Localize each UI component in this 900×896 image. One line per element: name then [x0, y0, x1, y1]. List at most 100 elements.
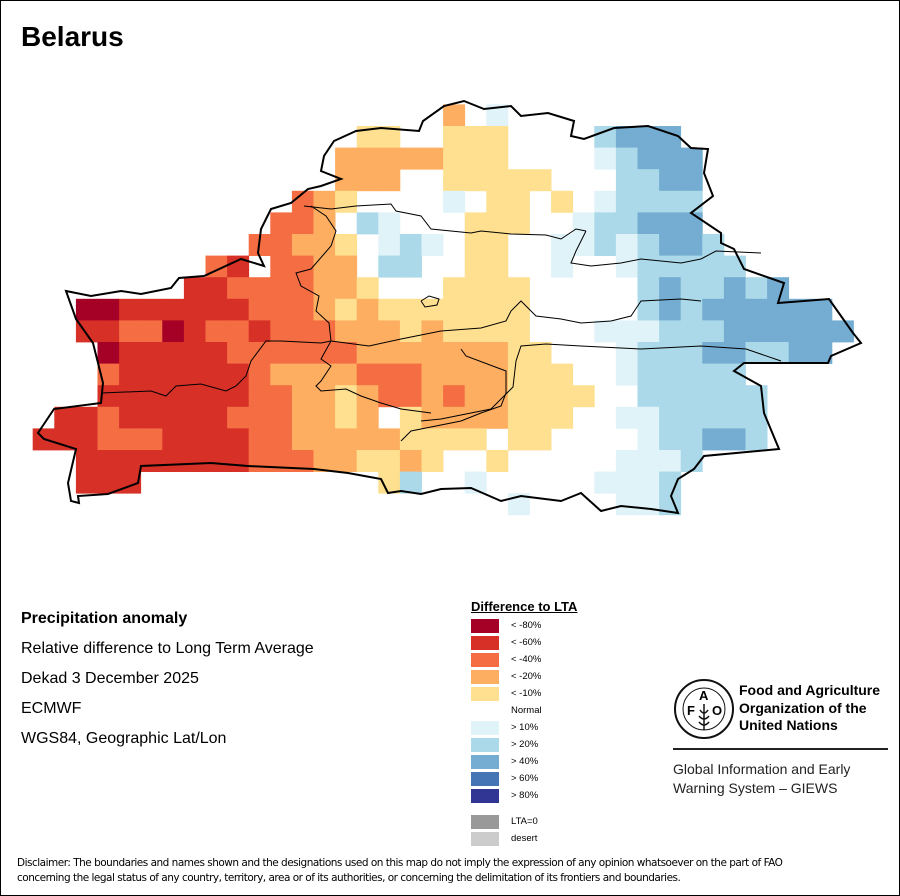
anomaly-cell: [723, 406, 746, 429]
oblast-border: [303, 203, 587, 240]
anomaly-cell: [551, 406, 574, 429]
anomaly-cell: [335, 255, 358, 278]
anomaly-cell: [615, 169, 638, 192]
anomaly-cell: [745, 406, 768, 429]
anomaly-cell: [637, 385, 660, 408]
anomaly-cell: [486, 406, 509, 429]
anomaly-cell: [507, 277, 530, 300]
anomaly-cell: [767, 320, 790, 343]
anomaly-cell: [378, 320, 401, 343]
anomaly-cell: [788, 298, 811, 321]
anomaly-cell: [356, 277, 379, 300]
legend-label: > 10%: [511, 722, 539, 733]
fao-name-line: Organization of the: [739, 699, 867, 716]
anomaly-cell: [335, 190, 358, 213]
svg-text:O: O: [712, 703, 722, 718]
anomaly-cell: [291, 277, 314, 300]
legend-label: < -20%: [511, 671, 542, 682]
anomaly-cell: [507, 212, 530, 235]
anomaly-cell: [507, 169, 530, 192]
anomaly-cell: [378, 428, 401, 451]
anomaly-cell: [291, 450, 314, 472]
anomaly-cell: [205, 298, 228, 321]
anomaly-cell: [183, 428, 206, 451]
anomaly-cell: [464, 147, 487, 170]
anomaly-cell: [702, 385, 725, 408]
anomaly-cell: [378, 363, 401, 386]
anomaly-cell: [335, 428, 358, 451]
anomaly-cell: [75, 298, 98, 321]
anomaly-cell: [615, 363, 638, 386]
anomaly-cell: [529, 428, 552, 451]
anomaly-cell: [291, 406, 314, 429]
legend-label: < -40%: [511, 654, 542, 665]
anomaly-cell: [162, 450, 185, 472]
anomaly-cell: [378, 255, 401, 278]
anomaly-cell: [205, 385, 228, 408]
anomaly-cell: [248, 277, 271, 300]
anomaly-cell: [680, 428, 703, 451]
legend-label: > 60%: [511, 773, 539, 784]
anomaly-cell: [227, 320, 250, 343]
anomaly-cell: [335, 147, 358, 170]
anomaly-cell: [486, 104, 509, 127]
anomaly-cell: [486, 277, 509, 300]
anomaly-cell: [421, 298, 444, 321]
anomaly-cell: [486, 298, 509, 321]
anomaly-cell: [464, 406, 487, 429]
anomaly-cell: [486, 126, 509, 148]
anomaly-cell: [615, 493, 638, 516]
legend-swatch: [471, 618, 499, 633]
oblast-border: [315, 340, 432, 414]
anomaly-cell: [140, 406, 163, 429]
anomaly-cell: [270, 342, 293, 364]
anomaly-cell: [680, 385, 703, 408]
anomaly-cell: [659, 212, 682, 235]
anomaly-cell: [270, 406, 293, 429]
anomaly-cell: [507, 385, 530, 408]
legend-label: > 20%: [511, 739, 539, 750]
anomaly-cell: [723, 277, 746, 300]
anomaly-cell: [227, 450, 250, 472]
anomaly-cell: [507, 190, 530, 213]
anomaly-cell: [421, 320, 444, 343]
anomaly-cell: [313, 406, 336, 429]
anomaly-cell: [637, 234, 660, 256]
map-info: Precipitation anomaly Relative differenc…: [21, 604, 314, 754]
anomaly-cell: [399, 363, 422, 386]
anomaly-cell: [615, 450, 638, 472]
anomaly-cell: [551, 190, 574, 213]
anomaly-cell: [637, 493, 660, 516]
legend-swatch: [471, 771, 499, 786]
anomaly-cell: [270, 234, 293, 256]
anomaly-cell: [529, 342, 552, 364]
anomaly-cell: [745, 385, 768, 408]
anomaly-cell: [248, 320, 271, 343]
anomaly-cell: [140, 342, 163, 364]
anomaly-cell: [356, 320, 379, 343]
anomaly-cell: [486, 255, 509, 278]
oblast-border: [420, 343, 782, 422]
anomaly-cell: [615, 147, 638, 170]
anomaly-cell: [291, 342, 314, 364]
anomaly-cell: [443, 428, 466, 451]
anomaly-cell: [702, 406, 725, 429]
anomaly-cell: [421, 342, 444, 364]
anomaly-cell: [119, 428, 142, 451]
anomaly-cell: [659, 342, 682, 364]
anomaly-cell: [335, 320, 358, 343]
anomaly-cell: [248, 363, 271, 386]
anomaly-cell: [680, 212, 703, 235]
anomaly-cell: [464, 169, 487, 192]
anomaly-cell: [443, 277, 466, 300]
anomaly-cell: [659, 147, 682, 170]
disclaimer-line: Disclaimer: The boundaries and names sho…: [17, 857, 783, 869]
legend-label: desert: [511, 833, 538, 844]
info-line: ECMWF: [21, 700, 82, 717]
anomaly-cell: [615, 212, 638, 235]
giews-line: Warning System – GIEWS: [673, 779, 838, 796]
anomaly-cell: [399, 147, 422, 170]
anomaly-cell: [75, 428, 98, 451]
legend-label: < -60%: [511, 637, 542, 648]
anomaly-cell: [702, 234, 725, 256]
